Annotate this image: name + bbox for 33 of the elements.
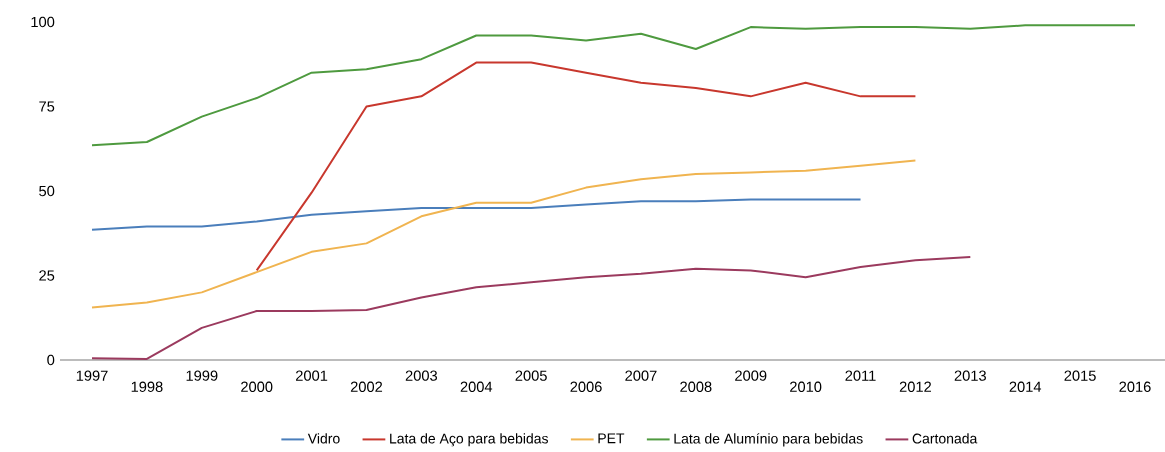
x-tick-label: 2003 — [405, 370, 438, 381]
legend-label: Lata de Alumínio para bebidas — [674, 433, 863, 447]
x-tick-label: 1998 — [131, 381, 163, 392]
x-tick-label: 1997 — [76, 370, 108, 381]
line-series — [255, 61, 917, 272]
legend-label: Lata de Aço para bebidas — [390, 433, 548, 447]
y-tick-label: 100 — [31, 16, 55, 28]
y-tick-label: 25 — [39, 270, 55, 281]
x-tick-label: 1999 — [186, 370, 218, 381]
x-tick-label: 2014 — [1009, 381, 1042, 392]
x-tick-label: 2016 — [1119, 381, 1151, 392]
x-tick-label: 2008 — [680, 381, 712, 392]
y-tick-label: 75 — [39, 101, 55, 112]
y-tick-label: 50 — [39, 185, 55, 197]
x-tick-label: 2009 — [735, 370, 767, 381]
x-tick-label: 2005 — [515, 370, 547, 381]
legend-label: Vidro — [307, 433, 340, 444]
line-series — [91, 159, 917, 309]
x-tick-label: 2004 — [460, 381, 493, 392]
legend-label: PET — [598, 433, 625, 444]
x-tick-label: 2013 — [954, 370, 986, 381]
x-tick-label: 2002 — [350, 381, 383, 392]
x-tick-label: 2011 — [845, 370, 876, 381]
x-tick-label: 2012 — [899, 381, 931, 392]
x-tick-label: 2006 — [570, 381, 602, 392]
y-tick-label: 0 — [47, 354, 55, 366]
x-tick-label: 2015 — [1064, 370, 1096, 381]
x-tick-label: 2001 — [296, 370, 328, 381]
legend-label: Cartonada — [912, 433, 978, 444]
x-tick-label: 2007 — [625, 370, 657, 381]
line-series — [91, 255, 972, 360]
x-tick-label: 2000 — [241, 381, 273, 392]
x-tick-label: 2010 — [790, 381, 822, 392]
